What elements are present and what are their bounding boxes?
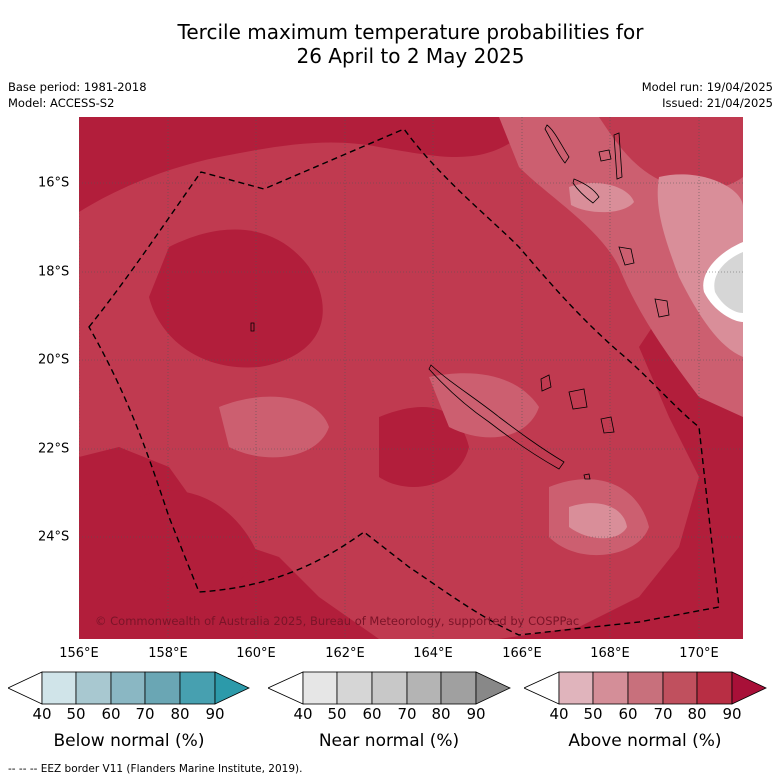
vanuatu-efate — [618, 246, 635, 266]
region-80-central — [379, 407, 469, 487]
lon-label-156: 156°E — [59, 646, 99, 661]
lon-label-168: 168°E — [590, 646, 630, 661]
lon-label-164: 164°E — [413, 646, 453, 661]
colorbar-above — [524, 671, 767, 705]
colorbar-near — [268, 671, 511, 705]
lon-label-170: 170°E — [679, 646, 719, 661]
near-tick-70: 70 — [397, 705, 417, 723]
below-normal-label: Below normal (%) — [53, 731, 205, 751]
base-period: Base period: 1981-2018 — [8, 80, 147, 94]
loyalty-island-3 — [600, 416, 615, 434]
near-tick-50: 50 — [327, 705, 347, 723]
below-tick-40: 40 — [32, 705, 52, 723]
below-tick-70: 70 — [135, 705, 155, 723]
below-tick-60: 60 — [101, 705, 121, 723]
above-tick-50: 50 — [583, 705, 603, 723]
eez-footnote: -- -- -- EEZ border V11 (Flanders Marine… — [8, 763, 303, 775]
above-tick-60: 60 — [618, 705, 638, 723]
above-normal-label: Above normal (%) — [568, 731, 722, 751]
probability-map: © Commonwealth of Australia 2025, Bureau… — [79, 117, 743, 639]
vanuatu-island-b — [613, 132, 623, 180]
region-50-se — [569, 503, 627, 539]
loyalty-island-2 — [568, 388, 588, 410]
above-tick-40: 40 — [549, 705, 569, 723]
near-tick-90: 90 — [466, 705, 486, 723]
lon-label-166: 166°E — [502, 646, 542, 661]
near-tick-60: 60 — [362, 705, 382, 723]
colorbar-below — [8, 671, 250, 705]
loyalty-island-1 — [540, 374, 552, 392]
lon-label-160: 160°E — [236, 646, 276, 661]
map-svg — [79, 117, 743, 639]
chesterfield-island — [250, 322, 255, 332]
near-tick-40: 40 — [293, 705, 313, 723]
region-80-west — [149, 229, 323, 368]
model-run: Model run: 19/04/2025 — [641, 80, 773, 94]
near-tick-80: 80 — [431, 705, 451, 723]
region-50-vanuatu — [569, 182, 634, 213]
meta-left: Base period: 1981-2018 Model: ACCESS-S2 — [8, 79, 147, 111]
graticule — [79, 117, 743, 639]
model-name: Model: ACCESS-S2 — [8, 96, 115, 110]
meta-right: Model run: 19/04/2025 Issued: 21/04/2025 — [642, 79, 773, 111]
vanuatu-malakula — [572, 178, 600, 204]
lat-label-24: 24°S — [38, 529, 70, 545]
title-line-2: 26 April to 2 May 2025 — [296, 44, 525, 68]
below-tick-50: 50 — [66, 705, 86, 723]
lat-label-22: 22°S — [38, 441, 70, 457]
above-tick-80: 80 — [687, 705, 707, 723]
lat-label-20: 20°S — [38, 352, 70, 368]
copyright-notice: © Commonwealth of Australia 2025, Bureau… — [95, 614, 580, 628]
vanuatu-island-a — [598, 149, 612, 162]
vanuatu-espiritu-santo — [544, 124, 570, 164]
lat-label-18: 18°S — [38, 264, 70, 280]
isle-of-pines — [583, 473, 591, 480]
vanuatu-tanna — [654, 298, 670, 318]
near-normal-label: Near normal (%) — [318, 731, 460, 751]
below-tick-80: 80 — [170, 705, 190, 723]
lon-label-158: 158°E — [148, 646, 188, 661]
lat-label-16: 16°S — [38, 175, 70, 191]
new-caledonia-outline — [428, 364, 565, 470]
issued-date: Issued: 21/04/2025 — [662, 96, 773, 110]
region-80-south — [139, 490, 259, 595]
lon-label-162: 162°E — [325, 646, 365, 661]
map-title: Tercile maximum temperature probabilitie… — [0, 20, 781, 68]
near-normal-region — [714, 252, 743, 313]
above-tick-70: 70 — [653, 705, 673, 723]
below-tick-90: 90 — [205, 705, 225, 723]
title-line-1: Tercile maximum temperature probabilitie… — [177, 20, 644, 44]
region-60-west — [219, 396, 329, 458]
above-tick-90: 90 — [722, 705, 742, 723]
